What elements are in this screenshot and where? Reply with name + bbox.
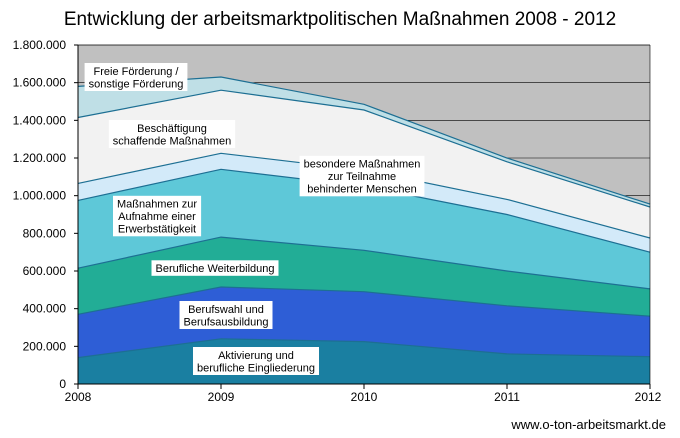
- x-tick-label: 2012: [635, 390, 662, 404]
- y-tick-label: 1.200.000: [13, 151, 67, 165]
- chart-title: Entwicklung der arbeitsmarktpolitischen …: [64, 9, 616, 30]
- series-label-text: Aufnahme einer: [118, 211, 196, 223]
- x-tick-label: 2010: [351, 390, 378, 404]
- series-label-text: behinderter Menschen: [307, 184, 416, 196]
- source-credit: www.o-ton-arbeitsmarkt.de: [510, 417, 666, 432]
- series-label-box: [108, 120, 236, 148]
- series-label-text: Berufliche Weiterbildung: [155, 263, 274, 275]
- y-tick-label: 1.000.000: [13, 189, 67, 203]
- series-label-text: Berufswahl und: [188, 304, 264, 316]
- series-label-text: sonstige Förderung: [89, 78, 184, 90]
- series-label-box: [151, 260, 279, 276]
- series-area: [78, 237, 650, 317]
- series-area: [78, 169, 650, 289]
- y-tick-label: 1.400.000: [13, 113, 67, 127]
- series-label-box: [299, 155, 425, 197]
- x-tick-label: 2009: [208, 390, 235, 404]
- series-label-text: Maßnahmen zur: [117, 199, 197, 211]
- series-label: Berufliche Weiterbildung: [151, 260, 279, 276]
- series-label-box: [193, 347, 319, 375]
- series-top-line: [77, 338, 651, 359]
- y-tick-label: 600.000: [23, 264, 67, 278]
- y-tick-label: 0: [59, 377, 66, 391]
- series-label-text: zur Teilnahme: [328, 171, 396, 183]
- series-label-text: Erwerbstätigkeit: [118, 224, 196, 236]
- series-top-line: [77, 286, 651, 317]
- x-tick-labels: 2008 2009 2010 2011 2012: [65, 384, 662, 404]
- y-tick-label: 400.000: [23, 302, 67, 316]
- series-label-text: Beschäftigung: [137, 123, 207, 135]
- series-label-text: Berufsausbildung: [183, 316, 268, 328]
- series-label-box: [84, 63, 188, 91]
- y-tick-label: 1.800.000: [13, 38, 67, 52]
- y-tick-label: 1.600.000: [13, 76, 67, 90]
- series-label-text: besondere Maßnahmen: [304, 159, 421, 171]
- series-label-text: Aktivierung und: [218, 350, 294, 362]
- y-tick-label: 200.000: [23, 339, 67, 353]
- series-top-line: [77, 236, 651, 290]
- series-label-text: Freie Förderung /: [94, 66, 180, 78]
- series-label: Freie Förderung /sonstige Förderung: [84, 63, 188, 91]
- x-tick-label: 2011: [494, 390, 520, 404]
- series-top-line: [77, 89, 651, 208]
- y-tick-label: 800.000: [23, 226, 67, 240]
- x-tick-label: 2008: [65, 390, 92, 404]
- y-tick-labels: 0 200.000 400.000 600.000 800.000 1.000.000 1.…: [13, 38, 78, 391]
- series-label-text: berufliche Eingliederung: [197, 362, 315, 374]
- series-label-text: schaffende Maßnahmen: [113, 135, 231, 147]
- series-label-box: [179, 301, 273, 329]
- series-label-box: [113, 195, 202, 237]
